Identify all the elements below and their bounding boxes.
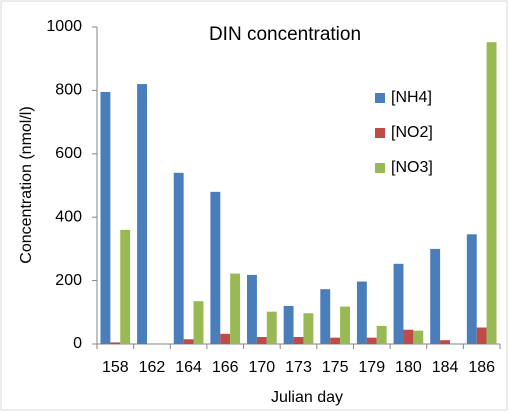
bar — [210, 191, 221, 344]
bar — [330, 337, 341, 344]
bar — [366, 337, 377, 344]
bar — [320, 289, 331, 344]
bar — [403, 329, 414, 344]
y-tick-label: 400 — [55, 208, 82, 225]
bar — [120, 229, 131, 344]
bar — [220, 333, 231, 344]
y-tick-label: 200 — [55, 272, 82, 289]
bar — [393, 263, 404, 344]
bar — [340, 306, 350, 344]
bar — [110, 342, 121, 344]
bar — [230, 273, 241, 344]
x-axis-label: Julian day — [271, 389, 343, 406]
bar — [476, 327, 487, 344]
bar — [466, 234, 477, 344]
bar — [183, 339, 194, 344]
bar — [356, 281, 367, 344]
x-tick-label: 179 — [358, 359, 385, 376]
x-tick-label: 186 — [468, 359, 495, 376]
bar — [440, 340, 450, 344]
x-tick-label: 162 — [139, 359, 166, 376]
legend-label: [NO3] — [391, 159, 433, 176]
bar — [413, 330, 424, 344]
bar — [137, 84, 148, 344]
y-tick-label: 0 — [73, 335, 82, 352]
bar — [247, 274, 257, 344]
legend-label: [NO2] — [391, 124, 433, 141]
bar — [256, 337, 267, 344]
bar — [486, 42, 497, 344]
legend-swatch — [375, 93, 385, 103]
y-tick-label: 800 — [55, 82, 82, 99]
legend-label: [NH4] — [391, 89, 432, 106]
bar — [173, 172, 184, 344]
y-tick-label: 1000 — [46, 18, 82, 35]
x-tick-label: 158 — [102, 359, 129, 376]
bar — [376, 325, 387, 344]
x-tick-label: 180 — [395, 359, 422, 376]
bar — [303, 313, 314, 344]
chart-title: DIN concentration — [209, 24, 361, 45]
x-tick-label: 175 — [322, 359, 349, 376]
y-tick-label: 600 — [55, 145, 82, 162]
bar — [430, 248, 441, 344]
bar — [283, 305, 294, 344]
x-tick-label: 173 — [285, 359, 312, 376]
y-axis-label: Concentration (nmol/l) — [18, 106, 35, 263]
x-tick-label: 184 — [432, 359, 459, 376]
x-tick-label: 164 — [175, 359, 202, 376]
bar — [100, 91, 111, 344]
legend-swatch — [375, 128, 385, 138]
legend-swatch — [375, 163, 385, 173]
bar — [266, 311, 277, 344]
x-tick-label: 170 — [249, 359, 276, 376]
x-tick-label: 166 — [212, 359, 239, 376]
bar — [193, 301, 204, 344]
bar — [293, 337, 304, 344]
